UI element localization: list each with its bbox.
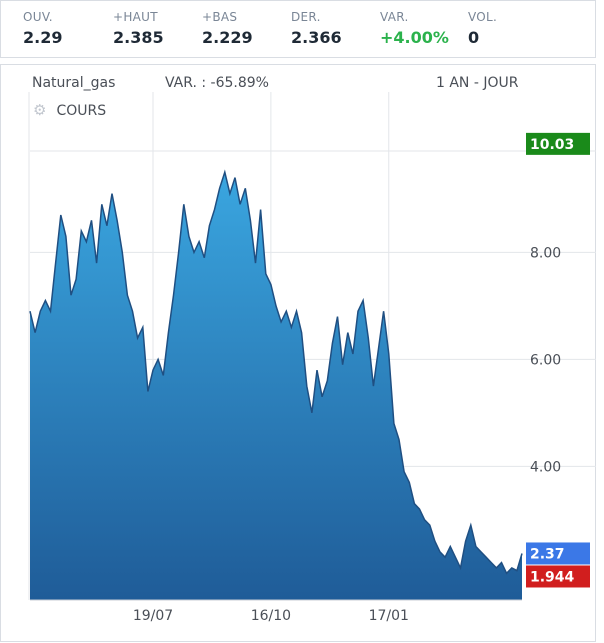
high-price-badge [526, 132, 590, 155]
stat-open: OUV. 2.29 [23, 10, 62, 47]
stat-label: VAR. [380, 10, 409, 24]
x-tick-label: 19/07 [133, 608, 173, 624]
stat-value: 2.29 [23, 28, 63, 47]
quote-stats-bar: OUV. 2.29 +HAUT 2.385 +BAS 2.229 DER. 2.… [0, 0, 596, 58]
stat-label: DER. [291, 10, 321, 24]
last-price-badge [526, 542, 590, 565]
stat-value: +4.00% [380, 28, 449, 47]
stat-high: +HAUT 2.385 [113, 10, 164, 47]
stat-label: +BAS [202, 10, 238, 24]
x-tick-label: 17/01 [369, 608, 409, 624]
y-tick-label: 6.00 [530, 352, 561, 368]
stat-value: 2.229 [202, 28, 253, 47]
price-area [30, 172, 522, 600]
low-price-badge-label: 1.944 [530, 569, 575, 585]
stat-value: 2.385 [113, 28, 164, 47]
stat-label: VOL. [468, 10, 498, 24]
y-tick-label: 8.00 [530, 245, 561, 261]
x-tick-label: 16/10 [251, 608, 291, 624]
gear-icon[interactable]: ⚙ [33, 101, 47, 119]
stat-label: OUV. [23, 10, 53, 24]
chart-period[interactable]: 1 AN - JOUR [436, 75, 519, 91]
stat-last: DER. 2.366 [291, 10, 342, 47]
high-price-badge-label: 10.03 [530, 137, 574, 153]
price-line [29, 169, 523, 575]
last-price-badge-label: 2.37 [530, 546, 565, 562]
stat-label: +HAUT [113, 10, 158, 24]
chart-variation: VAR. : -65.89% [165, 75, 269, 91]
low-price-badge [526, 565, 590, 588]
series-label: COURS [56, 103, 107, 119]
series-selector[interactable]: ⚙ COURS [33, 101, 106, 119]
stat-value: 0 [468, 28, 480, 47]
stat-low: +BAS 2.229 [202, 10, 253, 47]
stat-value: 2.366 [291, 28, 342, 47]
y-tick-label: 4.00 [530, 459, 561, 475]
chart-symbol: Natural_gas [32, 75, 116, 91]
stat-volume: VOL. 0 [468, 10, 497, 47]
stat-variation: VAR. +4.00% [380, 10, 449, 47]
